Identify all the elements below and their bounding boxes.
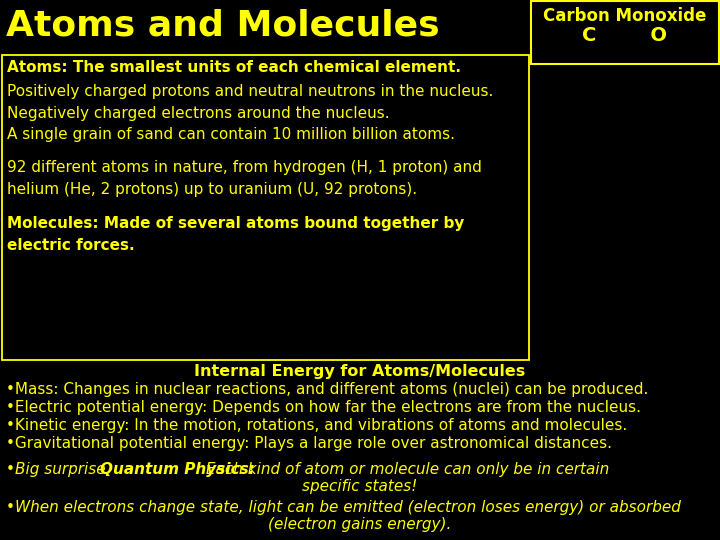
Text: Internal Energy for Atoms/Molecules: Internal Energy for Atoms/Molecules: [194, 364, 526, 379]
Text: Quantum Physics:: Quantum Physics:: [101, 462, 256, 477]
Text: •When electrons change state, light can be emitted (electron loses energy) or ab: •When electrons change state, light can …: [6, 500, 681, 515]
Text: Atoms: The smallest units of each chemical element.: Atoms: The smallest units of each chemic…: [7, 60, 461, 75]
Text: Each kind of atom or molecule can only be in certain: Each kind of atom or molecule can only b…: [202, 462, 610, 477]
Text: •Kinetic energy: In the motion, rotations, and vibrations of atoms and molecules: •Kinetic energy: In the motion, rotation…: [6, 418, 627, 433]
Text: •Gravitational potential energy: Plays a large role over astronomical distances.: •Gravitational potential energy: Plays a…: [6, 436, 612, 451]
Text: •Big surprise,: •Big surprise,: [6, 462, 115, 477]
Text: Molecules: Made of several atoms bound together by
electric forces.: Molecules: Made of several atoms bound t…: [7, 216, 464, 253]
FancyBboxPatch shape: [2, 55, 529, 360]
Text: •Mass: Changes in nuclear reactions, and different atoms (nuclei) can be produce: •Mass: Changes in nuclear reactions, and…: [6, 382, 649, 397]
Text: C        O: C O: [582, 26, 667, 45]
Text: (electron gains energy).: (electron gains energy).: [269, 517, 451, 532]
Text: Positively charged protons and neutral neutrons in the nucleus.
Negatively charg: Positively charged protons and neutral n…: [7, 84, 493, 142]
Text: Atoms and Molecules: Atoms and Molecules: [6, 8, 440, 42]
Text: Carbon Monoxide: Carbon Monoxide: [544, 8, 707, 25]
Text: specific states!: specific states!: [302, 479, 418, 494]
FancyBboxPatch shape: [531, 1, 719, 64]
Text: •Electric potential energy: Depends on how far the electrons are from the nucleu: •Electric potential energy: Depends on h…: [6, 400, 641, 415]
Text: 92 different atoms in nature, from hydrogen (H, 1 proton) and
helium (He, 2 prot: 92 different atoms in nature, from hydro…: [7, 160, 482, 197]
